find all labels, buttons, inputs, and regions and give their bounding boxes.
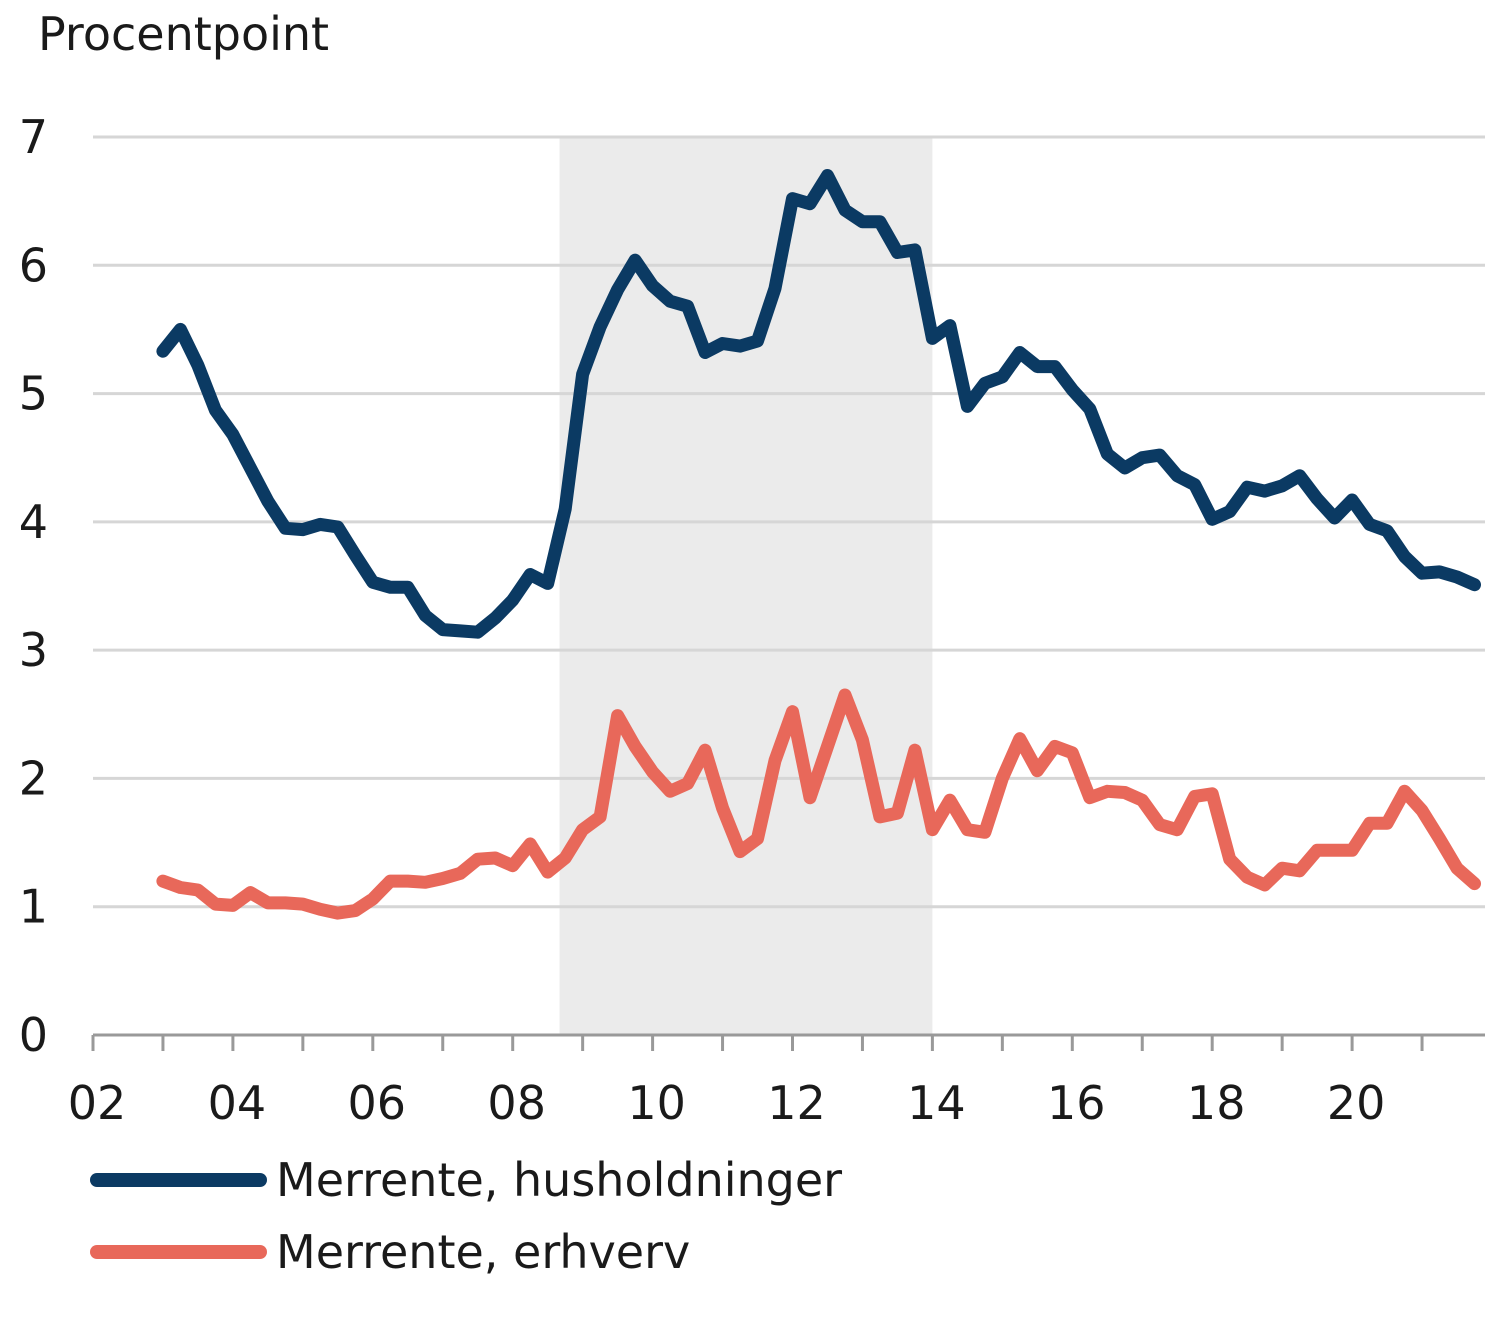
x-axis-ticks: 02 04 06 08 10 12 14 16 18 20 — [68, 1035, 1424, 1130]
x-tick-label: 10 — [627, 1076, 686, 1130]
legend-label: Merrente, erhverv — [276, 1225, 690, 1279]
y-tick-label: 1 — [19, 880, 48, 934]
x-tick-label: 14 — [907, 1076, 966, 1130]
x-tick-label: 04 — [208, 1076, 267, 1130]
x-tick-label: 02 — [68, 1076, 127, 1130]
x-tick-label: 20 — [1327, 1076, 1386, 1130]
y-tick-label: 4 — [19, 495, 48, 549]
legend: Merrente, husholdninger Merrente, erhverv — [90, 1153, 842, 1279]
y-axis-label: Procentpoint — [38, 7, 329, 61]
legend-label: Merrente, husholdninger — [276, 1153, 842, 1207]
y-axis-ticks: 0 1 2 3 4 5 6 7 — [19, 110, 48, 1062]
series-line-1 — [156, 169, 1481, 639]
x-tick-label: 18 — [1187, 1076, 1246, 1130]
x-tick-label: 16 — [1047, 1076, 1106, 1130]
y-tick-label: 0 — [19, 1008, 48, 1062]
x-tick-label: 12 — [767, 1076, 826, 1130]
y-tick-label: 7 — [19, 110, 48, 164]
series-lines — [156, 169, 1481, 920]
y-tick-label: 3 — [19, 623, 48, 677]
y-tick-label: 2 — [19, 751, 48, 805]
series-line-2 — [156, 688, 1481, 920]
x-tick-label: 08 — [487, 1076, 546, 1130]
y-tick-label: 6 — [19, 238, 48, 292]
x-tick-label: 06 — [348, 1076, 407, 1130]
y-tick-label: 5 — [19, 367, 48, 421]
shaded-period — [559, 137, 933, 1035]
